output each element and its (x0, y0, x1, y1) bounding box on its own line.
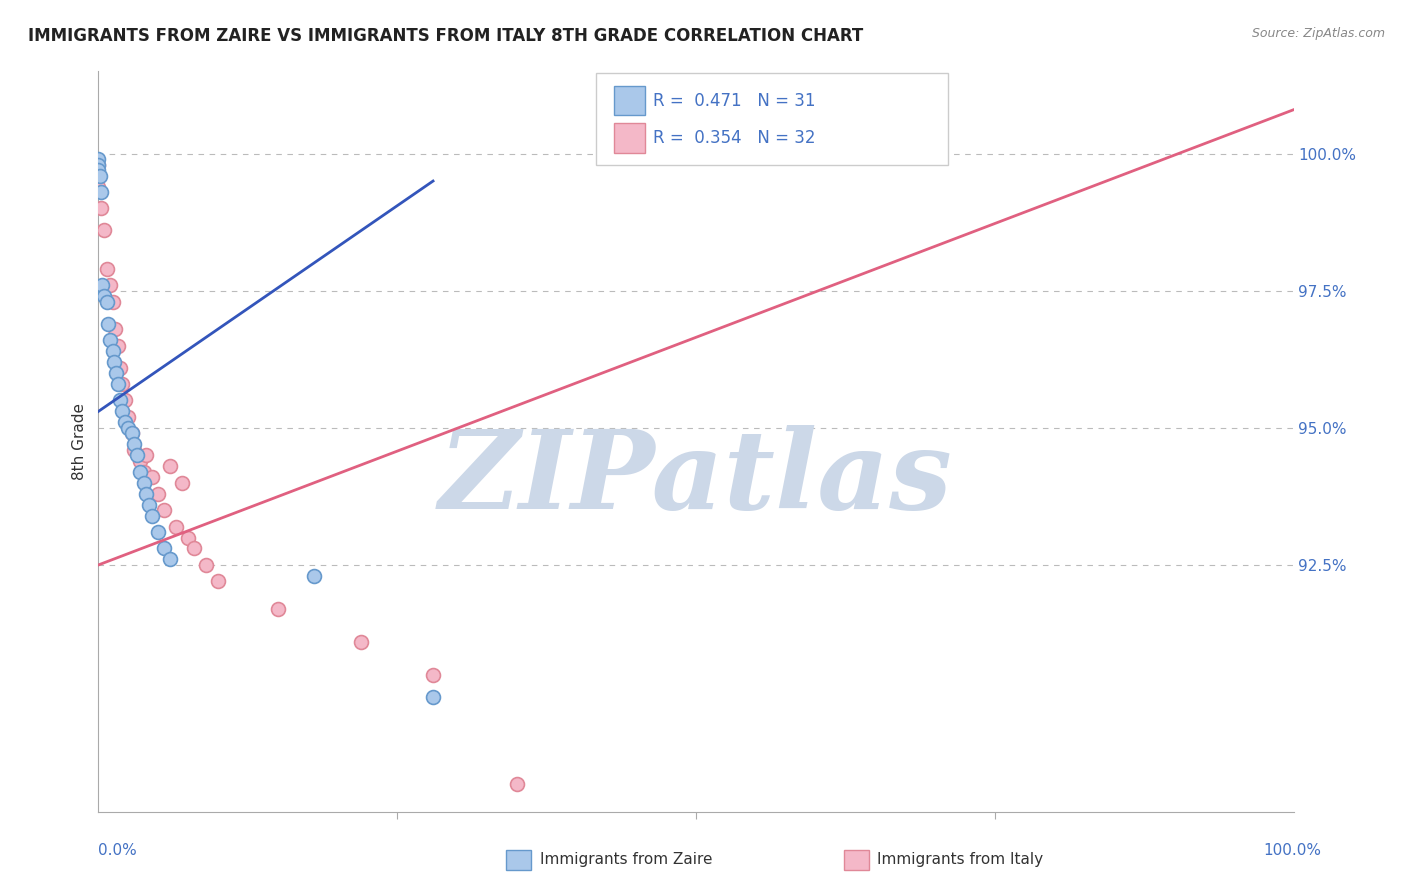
Point (506, 777, 529, 791)
Point (141, 508, 163, 523)
Text: R =  0.471   N = 31: R = 0.471 N = 31 (654, 92, 815, 110)
Point (89, 169, 111, 183)
Text: 0.0%: 0.0% (98, 843, 138, 858)
Point (103, 355, 125, 369)
Point (114, 415, 136, 429)
Text: R =  0.354   N = 32: R = 0.354 N = 32 (654, 129, 815, 147)
Point (132, 465, 155, 479)
Point (101, 344, 124, 359)
Point (104, 322, 127, 336)
Point (302, 569, 325, 583)
Text: IMMIGRANTS FROM ZAIRE VS IMMIGRANTS FROM ITALY 8TH GRADE CORRELATION CHART: IMMIGRANTS FROM ZAIRE VS IMMIGRANTS FROM… (28, 27, 863, 45)
Point (132, 475, 155, 490)
Point (91, 278, 114, 293)
Point (153, 541, 176, 556)
Point (129, 465, 152, 479)
Point (165, 519, 187, 533)
Point (87, 152, 110, 166)
Point (183, 541, 205, 556)
Point (422, 667, 444, 681)
Point (117, 409, 139, 424)
Text: Source: ZipAtlas.com: Source: ZipAtlas.com (1251, 27, 1385, 40)
Point (87, 158, 110, 172)
Point (114, 393, 136, 408)
Point (129, 454, 152, 468)
Point (148, 486, 170, 500)
Point (117, 421, 139, 435)
Point (105, 366, 128, 380)
Point (172, 475, 194, 490)
Point (93, 289, 115, 303)
Point (93, 223, 115, 237)
Point (135, 448, 157, 462)
Point (159, 552, 181, 566)
Point (135, 486, 157, 500)
Point (124, 437, 146, 451)
Point (153, 503, 176, 517)
Point (125, 448, 148, 462)
Point (90, 185, 112, 199)
Point (267, 602, 290, 616)
Text: Immigrants from Zaire: Immigrants from Zaire (540, 853, 713, 867)
Text: 100.0%: 100.0% (1264, 843, 1322, 858)
Point (207, 574, 229, 589)
Point (111, 404, 134, 418)
Point (159, 459, 181, 474)
Point (90, 202, 112, 216)
Point (422, 690, 444, 704)
Point (98, 333, 122, 347)
Point (124, 442, 146, 457)
Point (96, 294, 118, 309)
Point (107, 376, 129, 391)
Point (97, 317, 120, 331)
Point (87, 163, 110, 178)
Text: ZIPatlas: ZIPatlas (439, 425, 953, 533)
Point (350, 634, 373, 648)
Point (98, 278, 122, 293)
Point (111, 376, 134, 391)
Point (96, 261, 118, 276)
Point (87, 158, 110, 172)
Point (195, 558, 218, 572)
Point (177, 531, 200, 545)
Point (138, 498, 160, 512)
Point (121, 426, 143, 441)
Point (101, 294, 124, 309)
Point (141, 470, 163, 484)
Point (107, 338, 129, 352)
Point (108, 360, 131, 375)
Text: Immigrants from Italy: Immigrants from Italy (877, 853, 1043, 867)
Point (108, 393, 131, 408)
Point (148, 524, 170, 539)
Point (121, 426, 143, 441)
Point (87, 179, 110, 194)
Y-axis label: 8th Grade: 8th Grade (72, 403, 87, 480)
